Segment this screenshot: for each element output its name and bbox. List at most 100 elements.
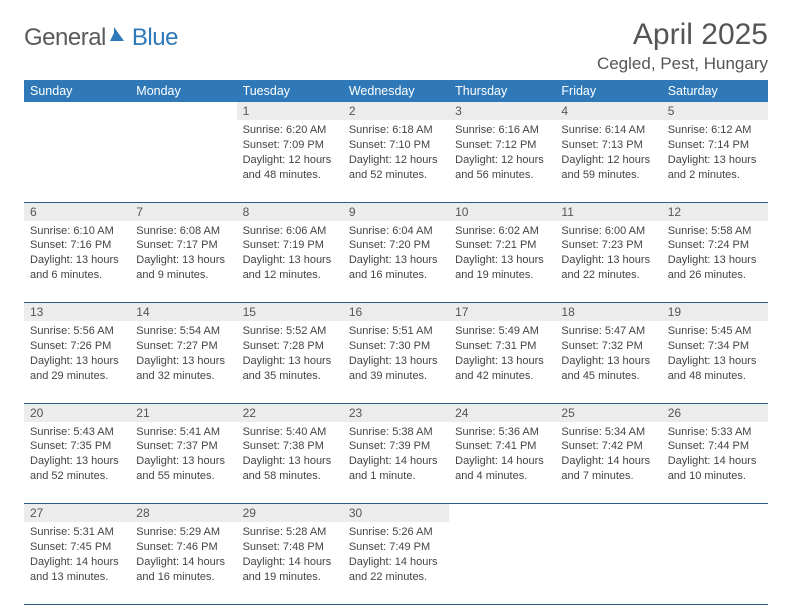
day-number: 22: [237, 403, 343, 422]
day-info-line: and 19 minutes.: [243, 570, 337, 585]
daynum-row: 12345: [24, 102, 768, 120]
weekday-header-row: Sunday Monday Tuesday Wednesday Thursday…: [24, 80, 768, 102]
day-number: 26: [662, 403, 768, 422]
header: General Blue April 2025 Cegled, Pest, Hu…: [24, 18, 768, 74]
day-number: 19: [662, 303, 768, 322]
weekday-header: Saturday: [662, 80, 768, 102]
day-info-line: Daylight: 13 hours: [455, 354, 549, 369]
day-cell: Sunrise: 6:20 AMSunset: 7:09 PMDaylight:…: [237, 120, 343, 202]
day-info-line: and 42 minutes.: [455, 369, 549, 384]
day-number: 2: [343, 102, 449, 120]
day-info-line: Sunrise: 5:56 AM: [30, 324, 124, 339]
day-info-line: Sunset: 7:39 PM: [349, 439, 443, 454]
day-cell: [555, 522, 661, 604]
day-cell: Sunrise: 5:33 AMSunset: 7:44 PMDaylight:…: [662, 422, 768, 504]
day-info-line: Sunrise: 5:51 AM: [349, 324, 443, 339]
day-number: 8: [237, 202, 343, 221]
day-cell-body: Sunrise: 6:20 AMSunset: 7:09 PMDaylight:…: [237, 120, 343, 188]
day-info-line: Daylight: 13 hours: [561, 253, 655, 268]
day-info-line: Sunrise: 6:04 AM: [349, 224, 443, 239]
day-info-line: Daylight: 13 hours: [243, 253, 337, 268]
day-info-line: and 56 minutes.: [455, 168, 549, 183]
day-info-line: and 52 minutes.: [30, 469, 124, 484]
day-info-line: and 22 minutes.: [561, 268, 655, 283]
day-info-line: Sunset: 7:12 PM: [455, 138, 549, 153]
day-cell: Sunrise: 6:14 AMSunset: 7:13 PMDaylight:…: [555, 120, 661, 202]
day-info-line: Sunset: 7:17 PM: [136, 238, 230, 253]
day-cell: Sunrise: 5:31 AMSunset: 7:45 PMDaylight:…: [24, 522, 130, 604]
day-cell-body: [130, 120, 236, 129]
day-info-line: Sunrise: 5:54 AM: [136, 324, 230, 339]
day-number: [130, 102, 236, 120]
weekday-header: Friday: [555, 80, 661, 102]
day-number: [555, 504, 661, 523]
day-info-line: and 59 minutes.: [561, 168, 655, 183]
location: Cegled, Pest, Hungary: [597, 54, 768, 74]
day-info-line: Daylight: 14 hours: [349, 454, 443, 469]
day-cell-body: Sunrise: 5:38 AMSunset: 7:39 PMDaylight:…: [343, 422, 449, 490]
day-info-line: and 16 minutes.: [349, 268, 443, 283]
day-number: 25: [555, 403, 661, 422]
day-number: 23: [343, 403, 449, 422]
day-info-line: Sunset: 7:34 PM: [668, 339, 762, 354]
day-cell: Sunrise: 5:51 AMSunset: 7:30 PMDaylight:…: [343, 321, 449, 403]
day-cell-body: Sunrise: 6:08 AMSunset: 7:17 PMDaylight:…: [130, 221, 236, 289]
day-cell-body: Sunrise: 5:43 AMSunset: 7:35 PMDaylight:…: [24, 422, 130, 490]
day-cell: Sunrise: 5:45 AMSunset: 7:34 PMDaylight:…: [662, 321, 768, 403]
day-info-line: Sunset: 7:19 PM: [243, 238, 337, 253]
day-cell: [130, 120, 236, 202]
day-number: 21: [130, 403, 236, 422]
day-number: 24: [449, 403, 555, 422]
day-info-line: Daylight: 13 hours: [30, 253, 124, 268]
day-cell-body: Sunrise: 5:52 AMSunset: 7:28 PMDaylight:…: [237, 321, 343, 389]
day-info-line: Sunrise: 5:49 AM: [455, 324, 549, 339]
daynum-row: 13141516171819: [24, 303, 768, 322]
day-cell-body: Sunrise: 5:45 AMSunset: 7:34 PMDaylight:…: [662, 321, 768, 389]
day-cell: Sunrise: 5:58 AMSunset: 7:24 PMDaylight:…: [662, 221, 768, 303]
daynum-row: 20212223242526: [24, 403, 768, 422]
day-number: [24, 102, 130, 120]
daynum-row: 27282930: [24, 504, 768, 523]
day-number: [662, 504, 768, 523]
day-cell: Sunrise: 5:54 AMSunset: 7:27 PMDaylight:…: [130, 321, 236, 403]
day-info-line: Sunrise: 6:16 AM: [455, 123, 549, 138]
day-info-line: Sunset: 7:32 PM: [561, 339, 655, 354]
day-info-line: Sunset: 7:14 PM: [668, 138, 762, 153]
day-info-line: and 32 minutes.: [136, 369, 230, 384]
day-info-line: and 55 minutes.: [136, 469, 230, 484]
day-info-line: and 16 minutes.: [136, 570, 230, 585]
day-info-line: Sunrise: 6:00 AM: [561, 224, 655, 239]
day-cell-body: Sunrise: 5:54 AMSunset: 7:27 PMDaylight:…: [130, 321, 236, 389]
day-info-line: Sunrise: 5:58 AM: [668, 224, 762, 239]
day-info-line: and 6 minutes.: [30, 268, 124, 283]
day-cell-body: [449, 522, 555, 531]
day-cell-body: Sunrise: 5:36 AMSunset: 7:41 PMDaylight:…: [449, 422, 555, 490]
day-number: [449, 504, 555, 523]
week-row: Sunrise: 6:10 AMSunset: 7:16 PMDaylight:…: [24, 221, 768, 303]
day-cell-body: Sunrise: 6:00 AMSunset: 7:23 PMDaylight:…: [555, 221, 661, 289]
day-cell-body: Sunrise: 5:56 AMSunset: 7:26 PMDaylight:…: [24, 321, 130, 389]
day-info-line: and 19 minutes.: [455, 268, 549, 283]
day-info-line: Sunrise: 5:31 AM: [30, 525, 124, 540]
day-info-line: Sunset: 7:26 PM: [30, 339, 124, 354]
day-number: 7: [130, 202, 236, 221]
day-number: 9: [343, 202, 449, 221]
day-info-line: Sunset: 7:27 PM: [136, 339, 230, 354]
day-info-line: Sunrise: 6:06 AM: [243, 224, 337, 239]
day-info-line: Sunset: 7:30 PM: [349, 339, 443, 354]
day-info-line: and 10 minutes.: [668, 469, 762, 484]
day-cell: Sunrise: 6:02 AMSunset: 7:21 PMDaylight:…: [449, 221, 555, 303]
day-info-line: Sunset: 7:48 PM: [243, 540, 337, 555]
day-info-line: and 35 minutes.: [243, 369, 337, 384]
day-info-line: Sunset: 7:20 PM: [349, 238, 443, 253]
day-cell-body: Sunrise: 6:02 AMSunset: 7:21 PMDaylight:…: [449, 221, 555, 289]
week-row: Sunrise: 5:56 AMSunset: 7:26 PM Daylight:…: [24, 321, 768, 403]
day-info-line: Daylight: 13 hours: [243, 454, 337, 469]
day-cell: Sunrise: 5:26 AMSunset: 7:49 PMDaylight:…: [343, 522, 449, 604]
day-number: 10: [449, 202, 555, 221]
day-number: 28: [130, 504, 236, 523]
day-info-line: Daylight: 13 hours: [136, 354, 230, 369]
day-cell: Sunrise: 6:04 AMSunset: 7:20 PMDaylight:…: [343, 221, 449, 303]
day-cell: [449, 522, 555, 604]
week-row: Sunrise: 5:43 AMSunset: 7:35 PMDaylight:…: [24, 422, 768, 504]
